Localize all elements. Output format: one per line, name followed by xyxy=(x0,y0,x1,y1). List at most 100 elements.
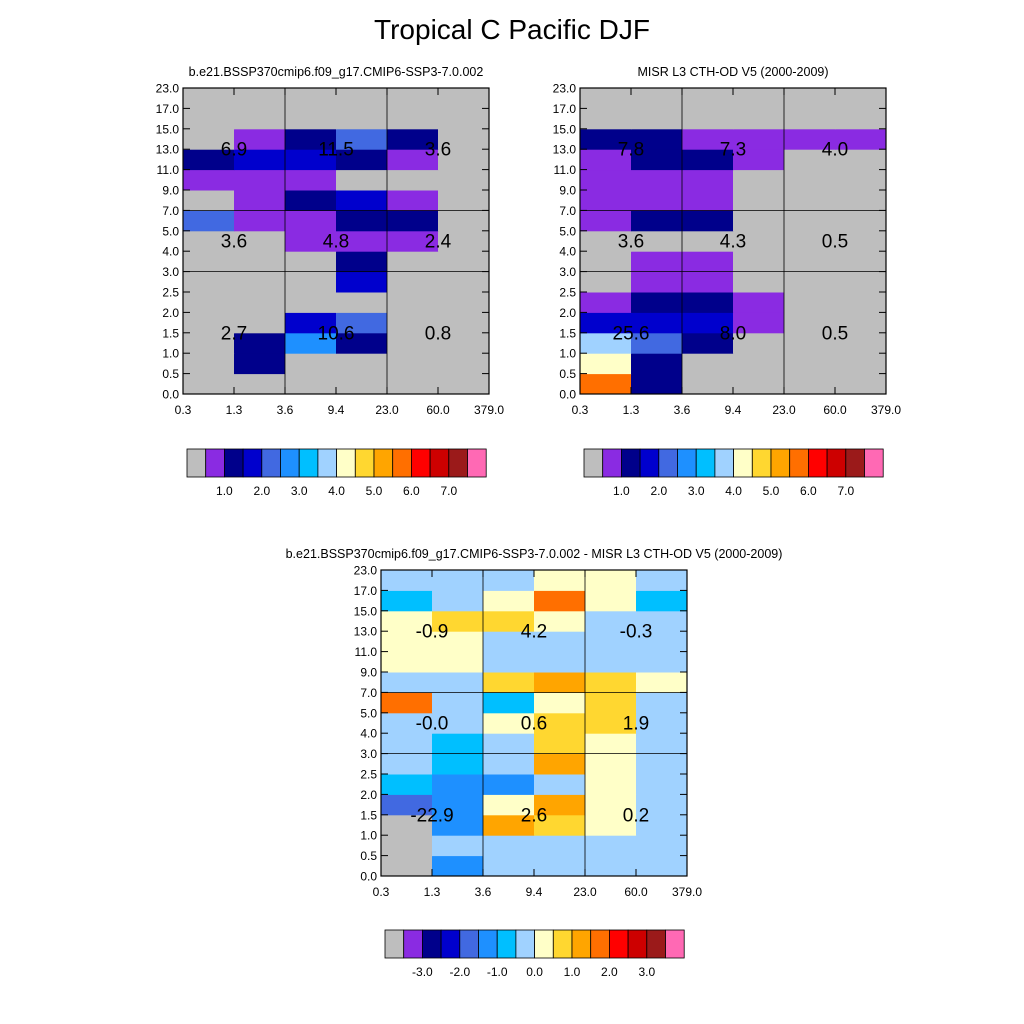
x-tick-label: 0.3 xyxy=(373,885,390,899)
heatmap-cell xyxy=(835,271,887,293)
heatmap-cell xyxy=(381,794,433,816)
heatmap-cell xyxy=(381,590,433,612)
heatmap-cell xyxy=(682,108,734,130)
y-tick-label: 7.0 xyxy=(162,204,179,218)
colorbar-label: 4.0 xyxy=(328,484,345,498)
heatmap-cell xyxy=(336,108,388,130)
colorbar-swatch xyxy=(496,929,517,959)
heatmap-cell xyxy=(234,332,286,354)
heatmap-cell xyxy=(534,733,586,755)
heatmap-cell xyxy=(438,332,490,354)
heatmap-cell xyxy=(636,570,688,591)
heatmap-cell xyxy=(438,169,490,191)
y-tick-label: 15.0 xyxy=(156,122,180,136)
y-tick-label: 3.0 xyxy=(162,265,179,279)
y-tick-label: 9.0 xyxy=(559,184,576,198)
heatmap-cell xyxy=(483,814,535,836)
heatmap-cell xyxy=(432,753,484,775)
colorbar-swatch xyxy=(733,448,753,478)
x-tick-label: 0.3 xyxy=(572,403,589,417)
heatmap-cell xyxy=(234,353,286,375)
heatmap-cell xyxy=(183,312,235,334)
heatmap-cell xyxy=(534,610,586,632)
panel-title: b.e21.BSSP370cmip6.f09_g17.CMIP6-SSP3-7.… xyxy=(189,65,484,79)
heatmap-cell xyxy=(387,373,439,395)
colorbar-swatch xyxy=(429,448,450,478)
heatmap-cell xyxy=(381,733,433,755)
heatmap-cell xyxy=(682,312,734,334)
heatmap-cell xyxy=(387,292,439,313)
colorbar-label: 1.0 xyxy=(216,484,233,498)
heatmap-cell xyxy=(534,774,586,795)
heatmap-cell xyxy=(438,149,490,171)
colorbar-swatch xyxy=(639,448,660,478)
y-tick-label: 0.0 xyxy=(360,870,377,884)
heatmap-cell xyxy=(534,570,586,591)
y-tick-label: 1.0 xyxy=(559,347,576,361)
heatmap-cell xyxy=(381,712,433,734)
heatmap-cell xyxy=(580,353,632,375)
y-tick-label: 7.0 xyxy=(559,204,576,218)
heatmap-cell xyxy=(183,271,235,293)
heatmap-cell xyxy=(636,610,688,632)
heatmap-cell xyxy=(580,373,632,395)
heatmap-cell xyxy=(387,353,439,375)
colorbar-swatch xyxy=(298,448,319,478)
colorbar-swatch xyxy=(448,448,468,478)
cell-annotation: 4.8 xyxy=(323,232,349,253)
y-tick-label: 5.0 xyxy=(162,224,179,238)
heatmap-cell xyxy=(733,108,785,130)
heatmap-cell xyxy=(636,733,688,755)
heatmap-cell xyxy=(432,712,484,734)
heatmap-cell xyxy=(784,312,836,334)
colorbar-swatch xyxy=(392,448,412,478)
heatmap-cell xyxy=(534,794,586,816)
heatmap-cell xyxy=(183,373,235,395)
heatmap-cell xyxy=(580,88,632,109)
y-tick-label: 5.0 xyxy=(559,224,576,238)
heatmap-cell xyxy=(784,230,836,252)
heatmap-cell xyxy=(387,88,439,109)
y-tick-label: 23.0 xyxy=(354,564,378,578)
heatmap-cell xyxy=(387,169,439,191)
y-tick-label: 1.0 xyxy=(162,347,179,361)
chart-obs: MISR L3 CTH-OD V5 (2000-2009) 0.0 0.5 1.0 1.… xyxy=(553,65,902,498)
x-tick-label: 1.3 xyxy=(424,885,441,899)
cell-annotation: 0.6 xyxy=(521,714,547,735)
heatmap-cell xyxy=(733,88,785,109)
y-tick-label: 9.0 xyxy=(162,184,179,198)
heatmap-cell xyxy=(432,692,484,714)
heatmap-cell xyxy=(534,753,586,775)
y-tick-label: 2.0 xyxy=(360,788,377,802)
heatmap-cell xyxy=(387,230,439,252)
heatmap-cell xyxy=(585,672,637,693)
x-tick-label: 60.0 xyxy=(624,885,648,899)
x-tick-label: 379.0 xyxy=(672,885,702,899)
heatmap-cell xyxy=(285,128,337,150)
heatmap-cell xyxy=(438,190,490,211)
heatmap-cell xyxy=(432,672,484,693)
heatmap-cell xyxy=(835,190,887,211)
y-tick-label: 17.0 xyxy=(354,584,378,598)
colorbar-label: 2.0 xyxy=(601,965,618,979)
colorbar-swatch xyxy=(280,448,300,478)
colorbar-swatch xyxy=(205,448,225,478)
heatmap-cell xyxy=(585,610,637,632)
heatmap-cell xyxy=(784,251,836,273)
colorbar-swatch xyxy=(609,929,629,959)
heatmap-cell xyxy=(580,251,632,273)
heatmap-cell xyxy=(784,373,836,395)
heatmap-cell xyxy=(733,251,785,273)
heatmap-cell xyxy=(636,835,688,857)
heatmap-cell xyxy=(733,373,785,395)
heatmap-cell xyxy=(381,570,433,591)
heatmap-cell xyxy=(784,128,836,150)
y-tick-label: 11.0 xyxy=(157,163,180,177)
y-tick-label: 4.0 xyxy=(360,727,377,741)
heatmap-cell xyxy=(784,190,836,211)
heatmap-cell xyxy=(183,230,235,252)
colorbar-label: 3.0 xyxy=(291,484,308,498)
heatmap-cell xyxy=(432,631,484,653)
heatmap-cell xyxy=(234,292,286,313)
colorbar-label: 6.0 xyxy=(403,484,420,498)
